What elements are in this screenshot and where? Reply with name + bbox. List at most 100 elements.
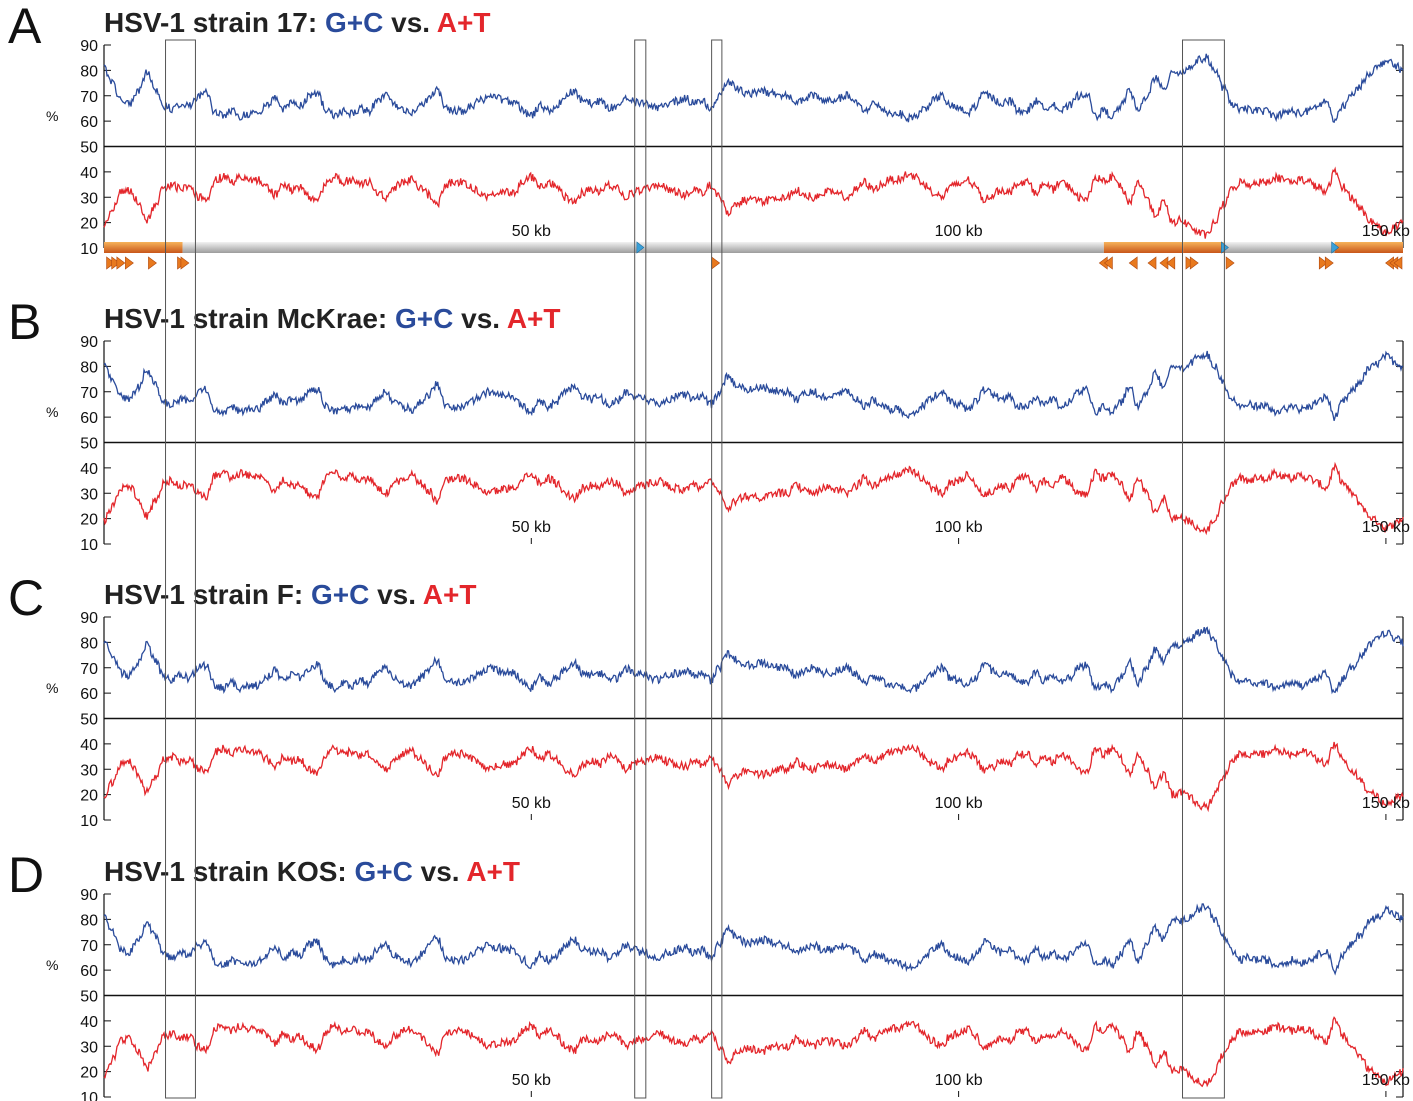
- title-at: A+T: [437, 7, 491, 38]
- title-prefix: HSV-1 strain KOS:: [104, 856, 355, 887]
- repeat-region-bar: [1183, 242, 1224, 253]
- panel-d: D HSV-1 strain KOS: G+C vs. A+T 90 80 70 60 50…: [8, 847, 1410, 1101]
- x-tick-label: 100 kb: [935, 223, 983, 240]
- y-tick-label: 60: [80, 686, 98, 703]
- y-tick-label: 40: [80, 1014, 98, 1031]
- x-tick-label: 100 kb: [935, 519, 983, 536]
- feature-arrow-forward: [180, 256, 190, 270]
- genome-map: [104, 241, 1403, 270]
- panel-letter: D: [8, 847, 44, 903]
- y-tick-label: 20: [80, 1065, 98, 1082]
- feature-arrow-reverse: [1393, 256, 1403, 270]
- feature-arrow-forward: [111, 256, 121, 270]
- y-tick-label: 10: [80, 813, 98, 830]
- panel-title: HSV-1 strain KOS: G+C vs. A+T: [104, 856, 520, 887]
- feature-arrow-forward: [1318, 256, 1328, 270]
- panel-letter: C: [8, 570, 44, 626]
- feature-arrow-forward: [1189, 256, 1199, 270]
- feature-arrow-forward: [116, 256, 126, 270]
- panel-title: HSV-1 strain McKrae: G+C vs. A+T: [104, 303, 561, 334]
- title-at: A+T: [507, 303, 561, 334]
- y-tick-label: 90: [80, 334, 98, 351]
- y-tick-label: 20: [80, 788, 98, 805]
- panel-title: HSV-1 strain F: G+C vs. A+T: [104, 579, 476, 610]
- x-tick-label: 50 kb: [512, 223, 551, 240]
- y-tick-label: 90: [80, 887, 98, 904]
- y-tick-label: 80: [80, 63, 98, 80]
- title-gc: G+C: [325, 7, 383, 38]
- highlight-window: [634, 39, 647, 1099]
- y-tick-label: 10: [80, 1090, 98, 1101]
- y-tick-label: 50: [80, 436, 98, 453]
- x-tick-label: 100 kb: [935, 795, 983, 812]
- y-tick-label: 40: [80, 737, 98, 754]
- title-vs: vs.: [369, 579, 422, 610]
- y-tick-label: 30: [80, 762, 98, 779]
- y-tick-label: 10: [80, 537, 98, 554]
- panel-b: B HSV-1 strain McKrae: G+C vs. A+T 90 80 70 6…: [8, 294, 1410, 554]
- feature-arrow-forward: [148, 256, 157, 270]
- title-at: A+T: [466, 856, 520, 887]
- title-prefix: HSV-1 strain McKrae:: [104, 303, 395, 334]
- unique-region-bar: [182, 242, 641, 253]
- y-tick-label: 70: [80, 661, 98, 678]
- y-tick-label: 10: [80, 241, 98, 258]
- y-unit-label: %: [46, 404, 58, 420]
- y-tick-label: 70: [80, 938, 98, 955]
- repeat-region-bar: [1334, 242, 1403, 253]
- y-tick-label: 50: [80, 989, 98, 1006]
- y-tick-label: 20: [80, 216, 98, 233]
- junction-marker: [636, 241, 645, 254]
- y-tick-label: 50: [80, 140, 98, 157]
- repeat-region-bar: [104, 242, 183, 253]
- series-gc-line: [103, 53, 1404, 124]
- series-gc-line: [103, 350, 1404, 421]
- title-gc: G+C: [311, 579, 369, 610]
- panel-letter: B: [8, 294, 41, 350]
- y-unit-label: %: [46, 108, 58, 124]
- x-tick-label: 150 kb: [1362, 795, 1410, 812]
- series-at-line: [103, 1016, 1404, 1088]
- x-tick-label: 150 kb: [1362, 1072, 1410, 1089]
- panel-a: A HSV-1 strain 17: G+C vs. A+T 90 80 70 60 50 4…: [8, 0, 1410, 270]
- x-tick-label: 50 kb: [512, 795, 551, 812]
- junction-marker: [1221, 241, 1229, 254]
- unique-region-bar: [640, 242, 1104, 253]
- y-tick-label: 40: [80, 461, 98, 478]
- y-unit-label: %: [46, 957, 58, 973]
- feature-arrow-forward: [125, 256, 134, 270]
- feature-arrow-reverse: [1166, 256, 1176, 270]
- x-tick-label: 100 kb: [935, 1072, 983, 1089]
- series-gc-line: [103, 903, 1404, 976]
- feature-arrow-reverse: [1103, 256, 1113, 270]
- y-tick-label: 30: [80, 486, 98, 503]
- series-at-line: [103, 741, 1404, 813]
- y-tick-label: 90: [80, 38, 98, 55]
- y-tick-label: 60: [80, 114, 98, 131]
- series-at-line: [103, 166, 1404, 239]
- y-tick-label: 70: [80, 89, 98, 106]
- feature-arrow-forward: [711, 256, 721, 270]
- y-tick-label: 30: [80, 1039, 98, 1056]
- y-unit-label: %: [46, 680, 58, 696]
- highlight-windows: [165, 39, 1225, 1099]
- x-tick-label: 50 kb: [512, 1072, 551, 1089]
- title-prefix: HSV-1 strain 17:: [104, 7, 325, 38]
- title-gc: G+C: [355, 856, 413, 887]
- y-tick-label: 90: [80, 610, 98, 627]
- x-tick-label: 150 kb: [1362, 223, 1410, 240]
- y-tick-label: 30: [80, 190, 98, 207]
- title-vs: vs.: [453, 303, 506, 334]
- title-vs: vs.: [413, 856, 466, 887]
- y-tick-label: 50: [80, 712, 98, 729]
- junction-marker: [1331, 241, 1340, 254]
- series-at-line: [103, 461, 1404, 536]
- highlight-window: [165, 39, 196, 1099]
- highlight-window: [1182, 39, 1225, 1099]
- feature-arrow-reverse: [1128, 256, 1138, 270]
- panel-letter: A: [8, 0, 42, 54]
- panel-title: HSV-1 strain 17: G+C vs. A+T: [104, 7, 490, 38]
- feature-arrow-forward: [1324, 256, 1334, 270]
- y-tick-label: 20: [80, 512, 98, 529]
